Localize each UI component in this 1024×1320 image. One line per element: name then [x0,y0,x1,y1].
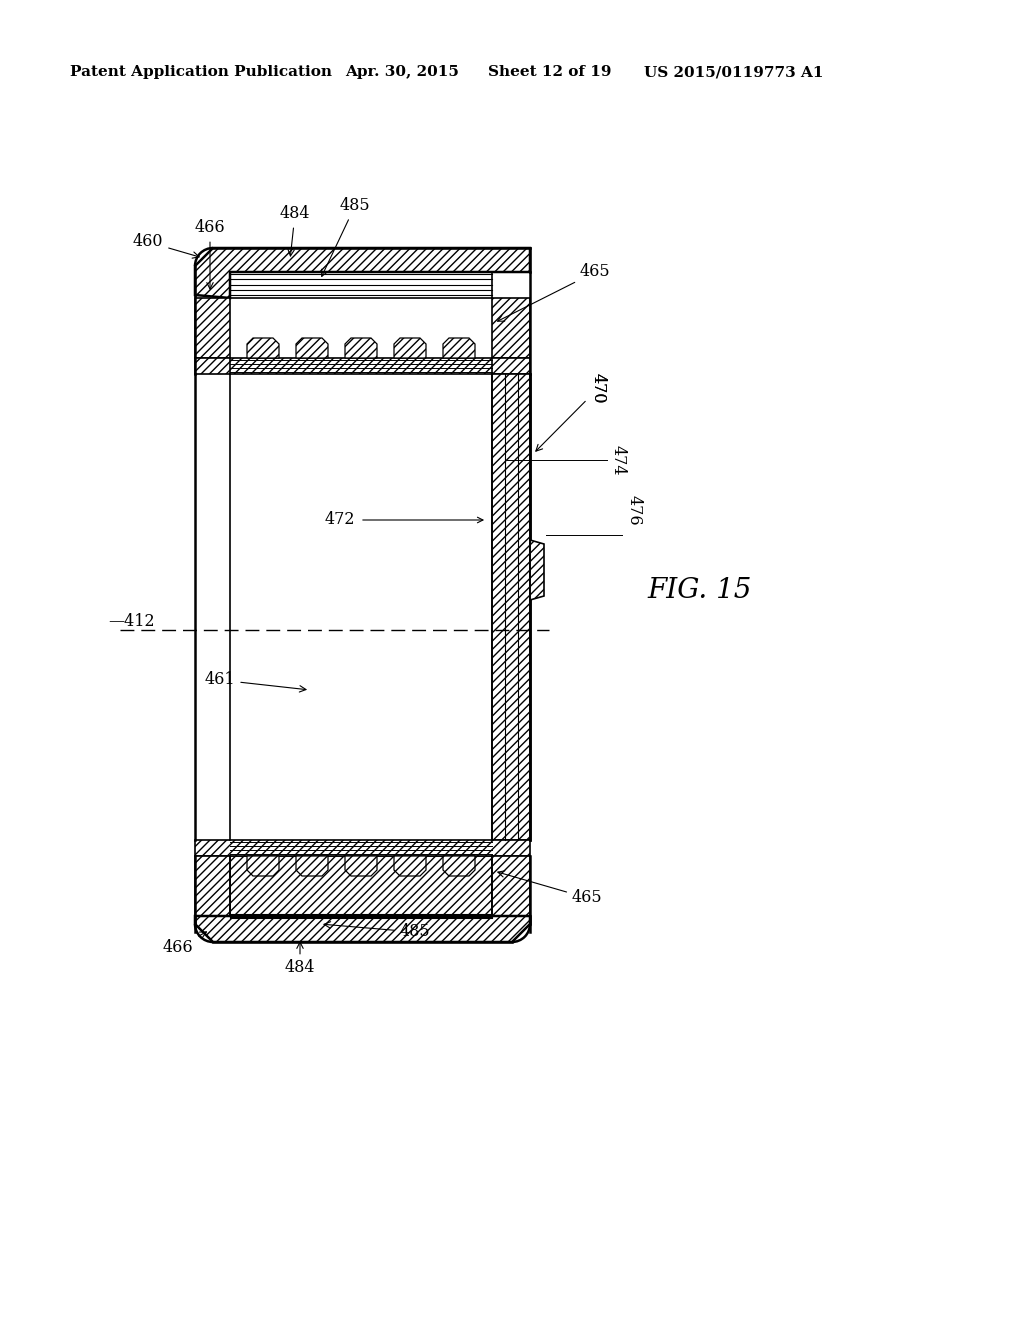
Polygon shape [492,298,530,358]
Text: 484: 484 [285,942,315,977]
Text: 470: 470 [536,372,607,451]
Polygon shape [195,855,230,916]
Polygon shape [345,855,377,876]
Text: 465: 465 [498,871,603,907]
Polygon shape [443,338,475,358]
Polygon shape [530,540,544,601]
Polygon shape [247,338,279,358]
Text: FIG. 15: FIG. 15 [648,577,753,603]
Text: 476: 476 [626,495,643,525]
Polygon shape [195,916,530,942]
Text: 466: 466 [195,219,225,289]
Text: 474: 474 [610,445,627,475]
Polygon shape [394,338,426,358]
Text: 466: 466 [163,932,207,956]
Text: 484: 484 [280,206,310,256]
Polygon shape [230,855,492,916]
Polygon shape [296,855,328,876]
Polygon shape [195,298,230,358]
Text: 461: 461 [205,672,306,692]
Text: US 2015/0119773 A1: US 2015/0119773 A1 [644,65,823,79]
Polygon shape [492,374,530,840]
Polygon shape [492,855,530,916]
Polygon shape [296,338,328,358]
Polygon shape [345,338,377,358]
Text: —412: —412 [108,614,155,631]
Polygon shape [394,855,426,876]
Text: 472: 472 [325,511,355,528]
Text: Patent Application Publication: Patent Application Publication [70,65,332,79]
Text: 460: 460 [133,234,199,259]
Text: Apr. 30, 2015: Apr. 30, 2015 [345,65,459,79]
Polygon shape [195,248,530,298]
Text: 485: 485 [324,921,430,940]
Text: 465: 465 [498,264,610,321]
Text: 485: 485 [322,198,371,276]
Polygon shape [247,855,279,876]
Polygon shape [443,855,475,876]
Polygon shape [195,840,530,855]
Polygon shape [195,358,530,374]
Text: 470: 470 [590,372,607,403]
Text: Sheet 12 of 19: Sheet 12 of 19 [488,65,611,79]
